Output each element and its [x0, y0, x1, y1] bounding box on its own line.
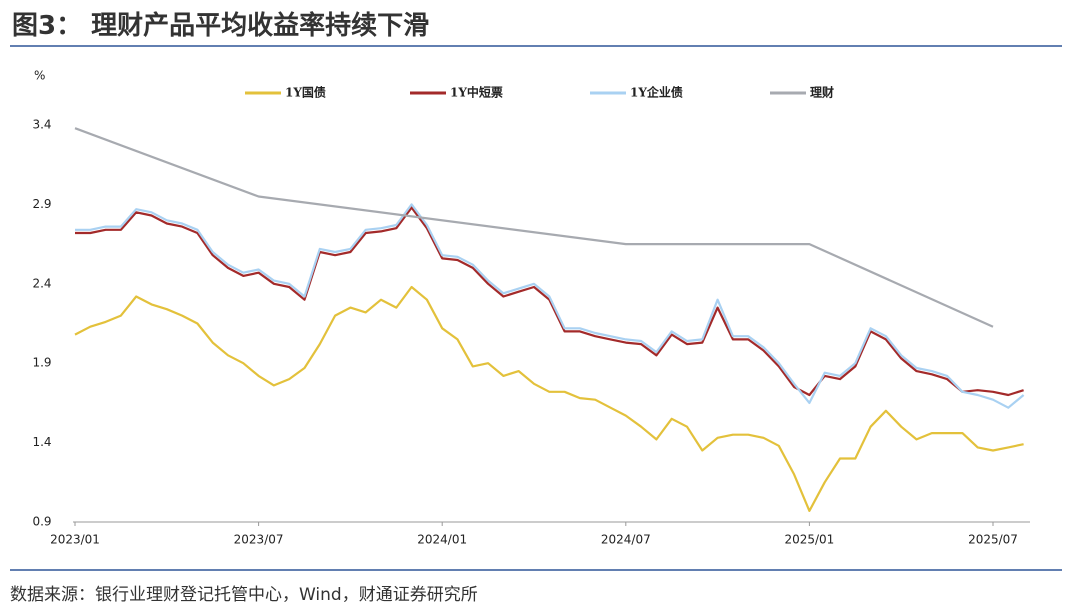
x-tick-label: 2024/07 [601, 533, 651, 547]
x-tick-label: 2025/01 [784, 533, 834, 547]
legend-label: 1Y企业债 [630, 85, 683, 100]
chart-title: 图3： 理财产品平均收益率持续下滑 [12, 10, 429, 41]
x-tick-label: 2023/01 [50, 533, 100, 547]
source-note: 数据来源：银行业理财登记托管中心，Wind，财通证券研究所 [10, 585, 478, 605]
series-line [75, 206, 1024, 397]
y-tick-label: 1.4 [32, 435, 51, 449]
y-tick-label: 1.9 [32, 356, 51, 370]
x-tick-label: 2024/01 [417, 533, 467, 547]
legend-label: 理财 [810, 85, 834, 100]
y-tick-label: 2.9 [32, 197, 51, 211]
series-line [74, 127, 994, 328]
y-tick-label: 0.9 [32, 515, 51, 529]
y-axis-unit: % [34, 69, 45, 83]
legend-label: 1Y中短票 [450, 85, 503, 100]
legend-label: 1Y国债 [285, 85, 326, 100]
x-tick-label: 2025/07 [968, 533, 1018, 547]
y-tick-label: 3.4 [32, 118, 51, 132]
y-tick-label: 2.4 [32, 276, 51, 290]
series-line [74, 285, 1024, 512]
x-tick-label: 2023/07 [234, 533, 284, 547]
series-line [75, 203, 1025, 409]
